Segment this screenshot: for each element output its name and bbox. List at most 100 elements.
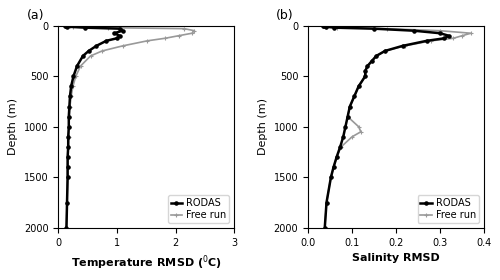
Free run xyxy=(344,115,350,118)
Free run xyxy=(382,49,388,53)
Free run xyxy=(364,64,370,68)
RODAS xyxy=(64,226,70,230)
RODAS xyxy=(356,85,362,88)
Line: Free run: Free run xyxy=(64,23,197,230)
Line: RODAS: RODAS xyxy=(62,22,126,231)
Free run xyxy=(349,135,355,139)
RODAS xyxy=(322,226,328,230)
RODAS xyxy=(80,54,86,58)
Free run xyxy=(330,165,336,169)
Free run xyxy=(65,155,71,159)
RODAS xyxy=(114,37,120,40)
RODAS xyxy=(330,165,336,169)
RODAS xyxy=(65,135,71,139)
RODAS xyxy=(62,24,68,27)
RODAS xyxy=(324,201,330,204)
Free run xyxy=(384,27,390,30)
Free run xyxy=(358,130,364,134)
Free run xyxy=(64,201,70,204)
RODAS xyxy=(66,125,72,129)
Free run xyxy=(64,226,70,230)
RODAS xyxy=(347,105,353,108)
RODAS xyxy=(362,74,368,78)
RODAS xyxy=(64,155,70,159)
Free run xyxy=(351,95,357,98)
Free run xyxy=(65,145,71,149)
RODAS xyxy=(66,115,72,118)
Free run xyxy=(450,37,456,40)
Legend: RODAS, Free run: RODAS, Free run xyxy=(418,195,479,223)
Line: Free run: Free run xyxy=(321,23,474,230)
RODAS xyxy=(117,27,123,30)
RODAS xyxy=(64,25,70,28)
Free run xyxy=(73,74,79,78)
Free run xyxy=(334,155,340,159)
RODAS xyxy=(334,155,340,159)
RODAS xyxy=(68,85,74,88)
Free run xyxy=(68,95,74,98)
Free run xyxy=(320,24,326,27)
Free run xyxy=(362,74,368,78)
RODAS xyxy=(74,64,80,68)
RODAS xyxy=(63,24,69,28)
Text: (a): (a) xyxy=(26,9,44,22)
Legend: RODAS, Free run: RODAS, Free run xyxy=(168,195,230,223)
Free run xyxy=(162,37,168,40)
RODAS xyxy=(332,26,338,29)
Free run xyxy=(66,135,72,139)
Free run xyxy=(64,165,70,169)
Free run xyxy=(192,29,198,32)
Free run xyxy=(468,32,474,35)
Text: (b): (b) xyxy=(276,9,294,22)
Y-axis label: Depth (m): Depth (m) xyxy=(8,98,18,155)
Free run xyxy=(321,24,327,28)
RODAS xyxy=(369,59,375,63)
Free run xyxy=(176,34,182,38)
Free run xyxy=(356,85,362,88)
RODAS xyxy=(364,64,370,68)
RODAS xyxy=(320,24,326,27)
RODAS xyxy=(86,49,91,53)
Free run xyxy=(189,32,195,35)
RODAS xyxy=(442,37,448,40)
RODAS xyxy=(351,95,357,98)
Free run xyxy=(70,25,76,28)
RODAS xyxy=(111,32,117,35)
Free run xyxy=(66,115,72,118)
RODAS xyxy=(410,29,416,32)
RODAS xyxy=(328,176,334,179)
RODAS xyxy=(94,44,100,48)
RODAS xyxy=(64,176,70,179)
RODAS xyxy=(65,145,71,149)
RODAS xyxy=(120,29,126,32)
Free run xyxy=(322,25,328,28)
RODAS xyxy=(321,24,327,28)
Free run xyxy=(437,29,443,32)
RODAS xyxy=(371,27,377,30)
Free run xyxy=(459,34,465,38)
Free run xyxy=(70,85,76,88)
RODAS xyxy=(424,39,430,43)
Free run xyxy=(356,125,362,129)
RODAS xyxy=(64,165,70,169)
Free run xyxy=(99,49,105,53)
Free run xyxy=(66,24,72,27)
Free run xyxy=(120,44,126,48)
Free run xyxy=(347,105,353,108)
Free run xyxy=(328,176,334,179)
Free run xyxy=(369,59,375,63)
RODAS xyxy=(437,32,443,35)
RODAS xyxy=(337,145,343,149)
RODAS xyxy=(322,25,328,28)
RODAS xyxy=(342,125,348,129)
Free run xyxy=(402,44,408,48)
X-axis label: Temperature RMSD ($^0$C): Temperature RMSD ($^0$C) xyxy=(71,253,222,272)
RODAS xyxy=(82,26,87,29)
Free run xyxy=(182,27,188,30)
RODAS xyxy=(446,34,452,38)
RODAS xyxy=(66,105,72,108)
Free run xyxy=(334,26,340,29)
Free run xyxy=(78,64,84,68)
RODAS xyxy=(104,39,110,43)
RODAS xyxy=(400,44,406,48)
